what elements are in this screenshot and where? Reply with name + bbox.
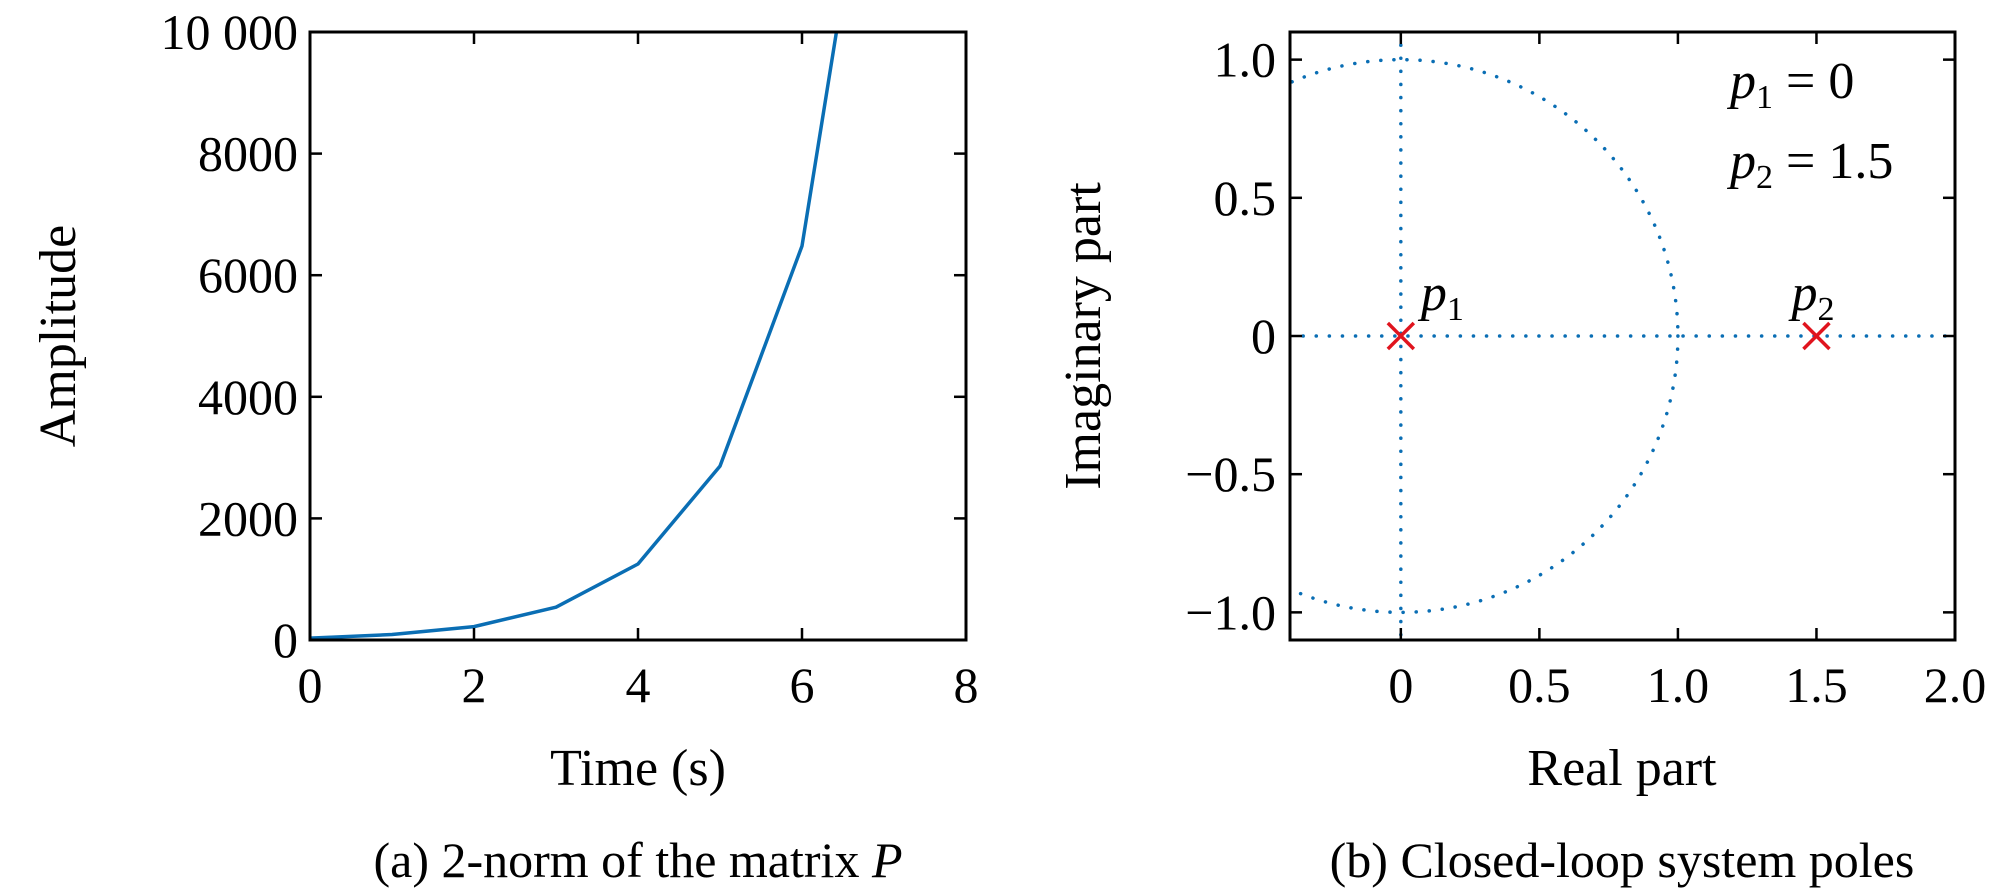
panel-b-y-tick-label: 1.0	[1214, 32, 1277, 88]
panel-a-y-tick-label: 6000	[198, 247, 298, 303]
panel-a-x-tick-label: 8	[954, 657, 979, 713]
panel-b-annotation: p1 = 0	[1726, 53, 1854, 116]
panel-b-y-tick-label: 0.5	[1214, 170, 1277, 226]
panel-b-caption: (b) Closed-loop system poles	[1330, 832, 1915, 888]
panel-b-unit-circle	[1290, 57, 1680, 615]
panel-b-annotations: p1 = 0 p2 = 1.5	[1726, 53, 1893, 196]
panel-a-x-axis-label: Time (s)	[550, 740, 726, 797]
panel-b-ticks: 0 0.5 1.0 1.5 2.0 −1.0 −0.5 0 0.5 1.0	[1185, 32, 1986, 713]
panel-b-x-tick-label: 0	[1388, 657, 1413, 713]
panel-b-pole-plot: p1 p2 0 0.5 1.0 1.5 2.0 −1.0 −0.5 0 0.5 1.0 p1 = 0…	[1055, 30, 1986, 888]
panel-a-plot-area	[309, 31, 839, 640]
panel-a-y-tick-label: 2000	[198, 490, 298, 546]
panel-b-pole-label: p2	[1787, 265, 1834, 328]
panel-b-pole-marker	[1386, 321, 1416, 351]
panel-b-y-tick-label: −0.5	[1185, 446, 1276, 502]
panel-a-x-tick-label: 0	[298, 657, 323, 713]
panel-a-y-tick-label: 4000	[198, 369, 298, 425]
panel-a-line-chart: 0 2 4 6 8 0 2000 4000 6000 8000 10 000 Amplitude T…	[30, 4, 979, 888]
panel-b-reference-lines	[1290, 32, 1955, 640]
panel-b-annotation: p2 = 1.5	[1726, 133, 1893, 196]
panel-a-y-axis-label: Amplitude	[30, 225, 87, 447]
panel-b-y-tick-label: 0	[1251, 308, 1276, 364]
panel-a-x-tick-label: 4	[626, 657, 651, 713]
panel-b-x-tick-label: 1.0	[1647, 657, 1710, 713]
panel-a-axes-frame	[308, 30, 968, 642]
panel-a-caption: (a) 2-norm of the matrix P	[374, 832, 903, 888]
panel-b-x-tick-label: 0.5	[1508, 657, 1571, 713]
panel-b-axes-frame	[1288, 30, 1957, 642]
panel-a-ticks: 0 2 4 6 8 0 2000 4000 6000 8000 10 000	[161, 4, 979, 713]
panel-a-y-tick-label: 0	[273, 612, 298, 668]
panel-b-pole-label: p1	[1417, 265, 1464, 328]
panel-a-caption-symbol: P	[871, 832, 903, 888]
panel-b-y-tick-label: −1.0	[1185, 584, 1276, 640]
panel-b-x-tick-label: 2.0	[1924, 657, 1987, 713]
panel-a-x-tick-label: 6	[790, 657, 815, 713]
panel-b-pole-marker	[1802, 321, 1831, 351]
panel-b-x-tick-label: 1.5	[1785, 657, 1848, 713]
panel-a-x-tick-label: 2	[462, 657, 487, 713]
panel-a-series-line	[309, 31, 839, 640]
panel-b-plot-area: p1 p2	[1290, 32, 1955, 640]
panel-b-x-axis-label: Real part	[1527, 740, 1717, 797]
panel-b-y-axis-label: Imaginary part	[1055, 182, 1112, 490]
panel-a-y-tick-label: 10 000	[161, 4, 299, 60]
panel-a-caption-text: (a) 2-norm of the matrix	[374, 832, 860, 888]
panel-a-y-tick-label: 8000	[198, 126, 298, 182]
